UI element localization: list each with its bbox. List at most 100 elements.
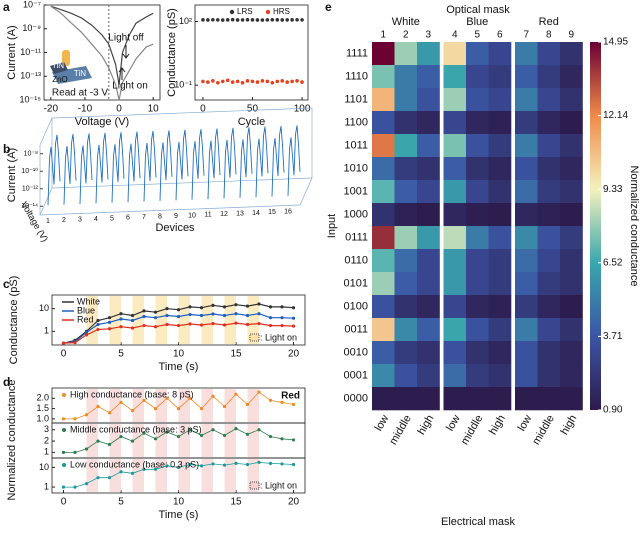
device-curve	[287, 125, 301, 196]
panel-label: b	[3, 142, 10, 156]
data-point	[245, 402, 250, 407]
heat-cell	[417, 65, 440, 89]
legend-label: Red	[77, 314, 94, 324]
heat-cell	[515, 295, 538, 319]
heat-cell	[394, 318, 418, 342]
light-on-band	[247, 424, 259, 457]
data-point	[240, 18, 245, 22]
data-point	[234, 392, 238, 396]
data-point	[188, 322, 192, 326]
heat-cell	[443, 157, 467, 181]
heat-cell	[515, 42, 538, 66]
data-point	[61, 341, 66, 345]
heat-cell	[488, 157, 512, 181]
data-point	[96, 327, 100, 332]
data-point	[222, 404, 227, 409]
row-label: 0000	[344, 392, 368, 404]
panel-label: c	[3, 277, 10, 291]
heat-cell	[560, 249, 583, 273]
data-point	[119, 400, 123, 405]
heat-cell	[372, 249, 395, 273]
heat-cell	[537, 295, 561, 319]
device-curve	[95, 132, 109, 204]
data-point	[230, 80, 235, 84]
data-point	[295, 17, 299, 22]
light-legend-label: : Light on	[260, 332, 297, 342]
heat-cell	[372, 111, 395, 135]
heat-cell	[466, 226, 489, 250]
heat-cell	[466, 180, 489, 204]
y-tick-label: 10	[39, 462, 49, 472]
data-point	[211, 394, 215, 398]
heat-cell	[466, 88, 489, 112]
heat-cell	[372, 157, 395, 181]
heat-cell	[560, 203, 583, 227]
y-tick-label: 10⁻¹¹	[20, 47, 41, 57]
light-on-band	[201, 389, 213, 422]
heat-cell	[466, 318, 489, 342]
electrical-label: high	[487, 413, 508, 437]
x-axis-label: Cycle	[238, 116, 266, 128]
row-label: 0101	[344, 277, 368, 289]
legend-dot	[62, 463, 66, 467]
colorbar-tick-label: 14.95	[603, 37, 628, 48]
legend-label: Low conductance (base: 0.3 pS)	[70, 459, 199, 469]
heat-cell	[560, 364, 583, 388]
data-point	[119, 317, 123, 321]
data-point	[270, 80, 275, 85]
x-tick-label: 15	[230, 349, 242, 360]
heat-cell	[466, 364, 489, 388]
data-point	[215, 18, 220, 22]
heat-cell	[560, 88, 583, 112]
layer-label: TiN	[52, 61, 64, 70]
heat-cell	[417, 42, 440, 66]
data-point	[107, 476, 112, 480]
data-point	[142, 398, 146, 402]
data-point	[222, 433, 227, 438]
x-axis-label: Electrical mask	[441, 516, 515, 528]
data-point	[234, 321, 238, 325]
data-point	[206, 80, 210, 84]
x-axis-label: Time (s)	[159, 361, 199, 373]
data-point	[96, 322, 100, 327]
y-tick-label: 2.0	[36, 393, 49, 403]
data-point	[176, 465, 181, 469]
y-tick-label: 10⁻⁸	[24, 151, 38, 158]
device-curve	[63, 134, 77, 205]
heat-cell	[515, 134, 538, 158]
row-label: 0010	[344, 346, 368, 358]
data-point	[245, 313, 250, 318]
data-point	[285, 80, 289, 84]
heat-cell	[394, 65, 418, 89]
data-point	[257, 460, 261, 464]
annotation: Light off	[108, 33, 144, 44]
colorbar-tick-label: 3.71	[603, 331, 623, 342]
device-curve	[159, 130, 173, 201]
y-tick-label: 1	[44, 326, 49, 336]
x-tick-label: 6	[126, 215, 130, 222]
heat-cell	[372, 295, 395, 319]
legend-label: Blue	[77, 305, 95, 315]
heat-cell	[372, 180, 395, 204]
row-label: 1011	[344, 139, 368, 151]
heat-cell	[443, 65, 467, 89]
colorbar-tick-label: 9.33	[603, 184, 623, 195]
heat-cell	[466, 341, 489, 365]
data-point	[73, 340, 77, 345]
data-point	[240, 80, 245, 85]
heat-cell	[443, 272, 467, 296]
x-tick-label: 7	[142, 214, 146, 221]
heat-cell	[537, 318, 561, 342]
light-on-band	[224, 424, 236, 457]
data-point	[119, 470, 123, 474]
x-tick-label: 10	[188, 212, 196, 219]
x-tick-label: 16	[284, 209, 292, 216]
arrow	[122, 45, 130, 59]
heat-cell	[394, 88, 418, 112]
panel-label: d	[3, 375, 10, 389]
heat-cell	[372, 226, 395, 250]
data-point	[268, 323, 273, 328]
annotation: Light on	[112, 81, 148, 92]
column-label: 9	[568, 30, 574, 41]
heat-cell	[443, 249, 467, 273]
